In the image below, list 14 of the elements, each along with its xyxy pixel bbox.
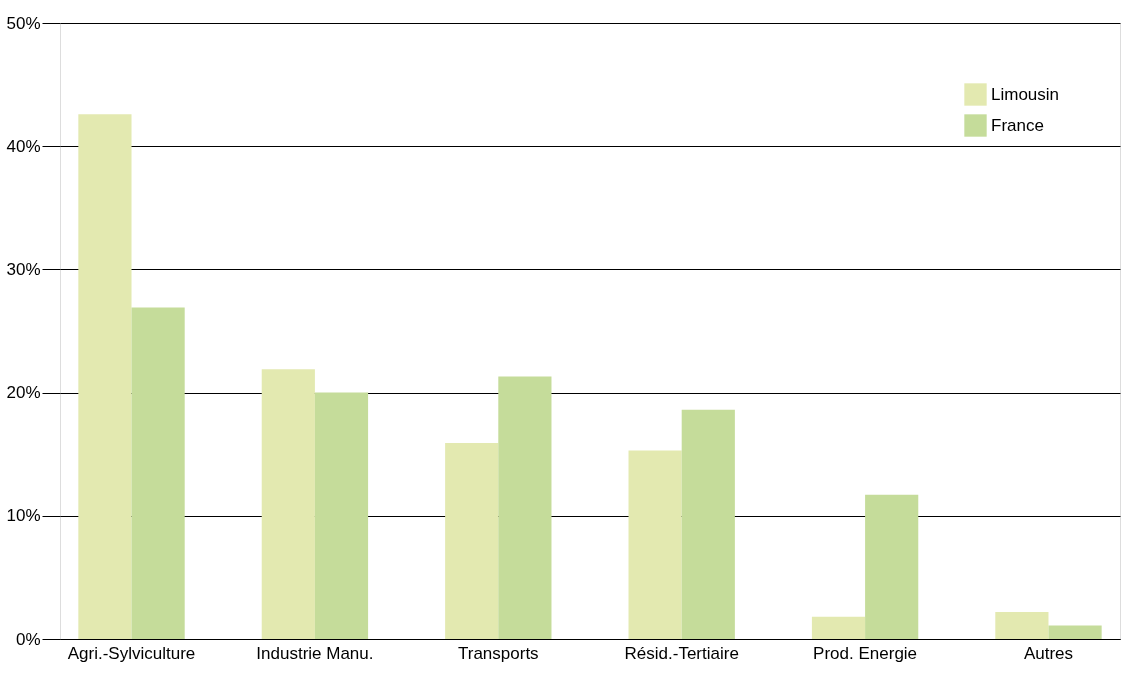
x-tick-label: Résid.-Tertiaire [624,643,739,663]
legend-label: France [991,115,1044,135]
y-tick-label: 10% [6,506,41,526]
x-tick-label: Transports [457,643,539,663]
y-tick-label: 20% [6,383,41,403]
x-tick-label: Agri.-Sylviculture [67,643,196,663]
y-tick-label: 30% [6,259,41,279]
x-tick-label: Industrie Manu. [256,643,374,663]
legend-label: Limousin [991,84,1060,104]
y-tick-label: 50% [6,13,41,33]
x-tick-label: Autres [1023,643,1074,663]
y-tick-label: 0% [15,629,41,649]
x-tick-label: Prod. Energie [813,643,918,663]
y-tick-label: 40% [6,136,41,156]
